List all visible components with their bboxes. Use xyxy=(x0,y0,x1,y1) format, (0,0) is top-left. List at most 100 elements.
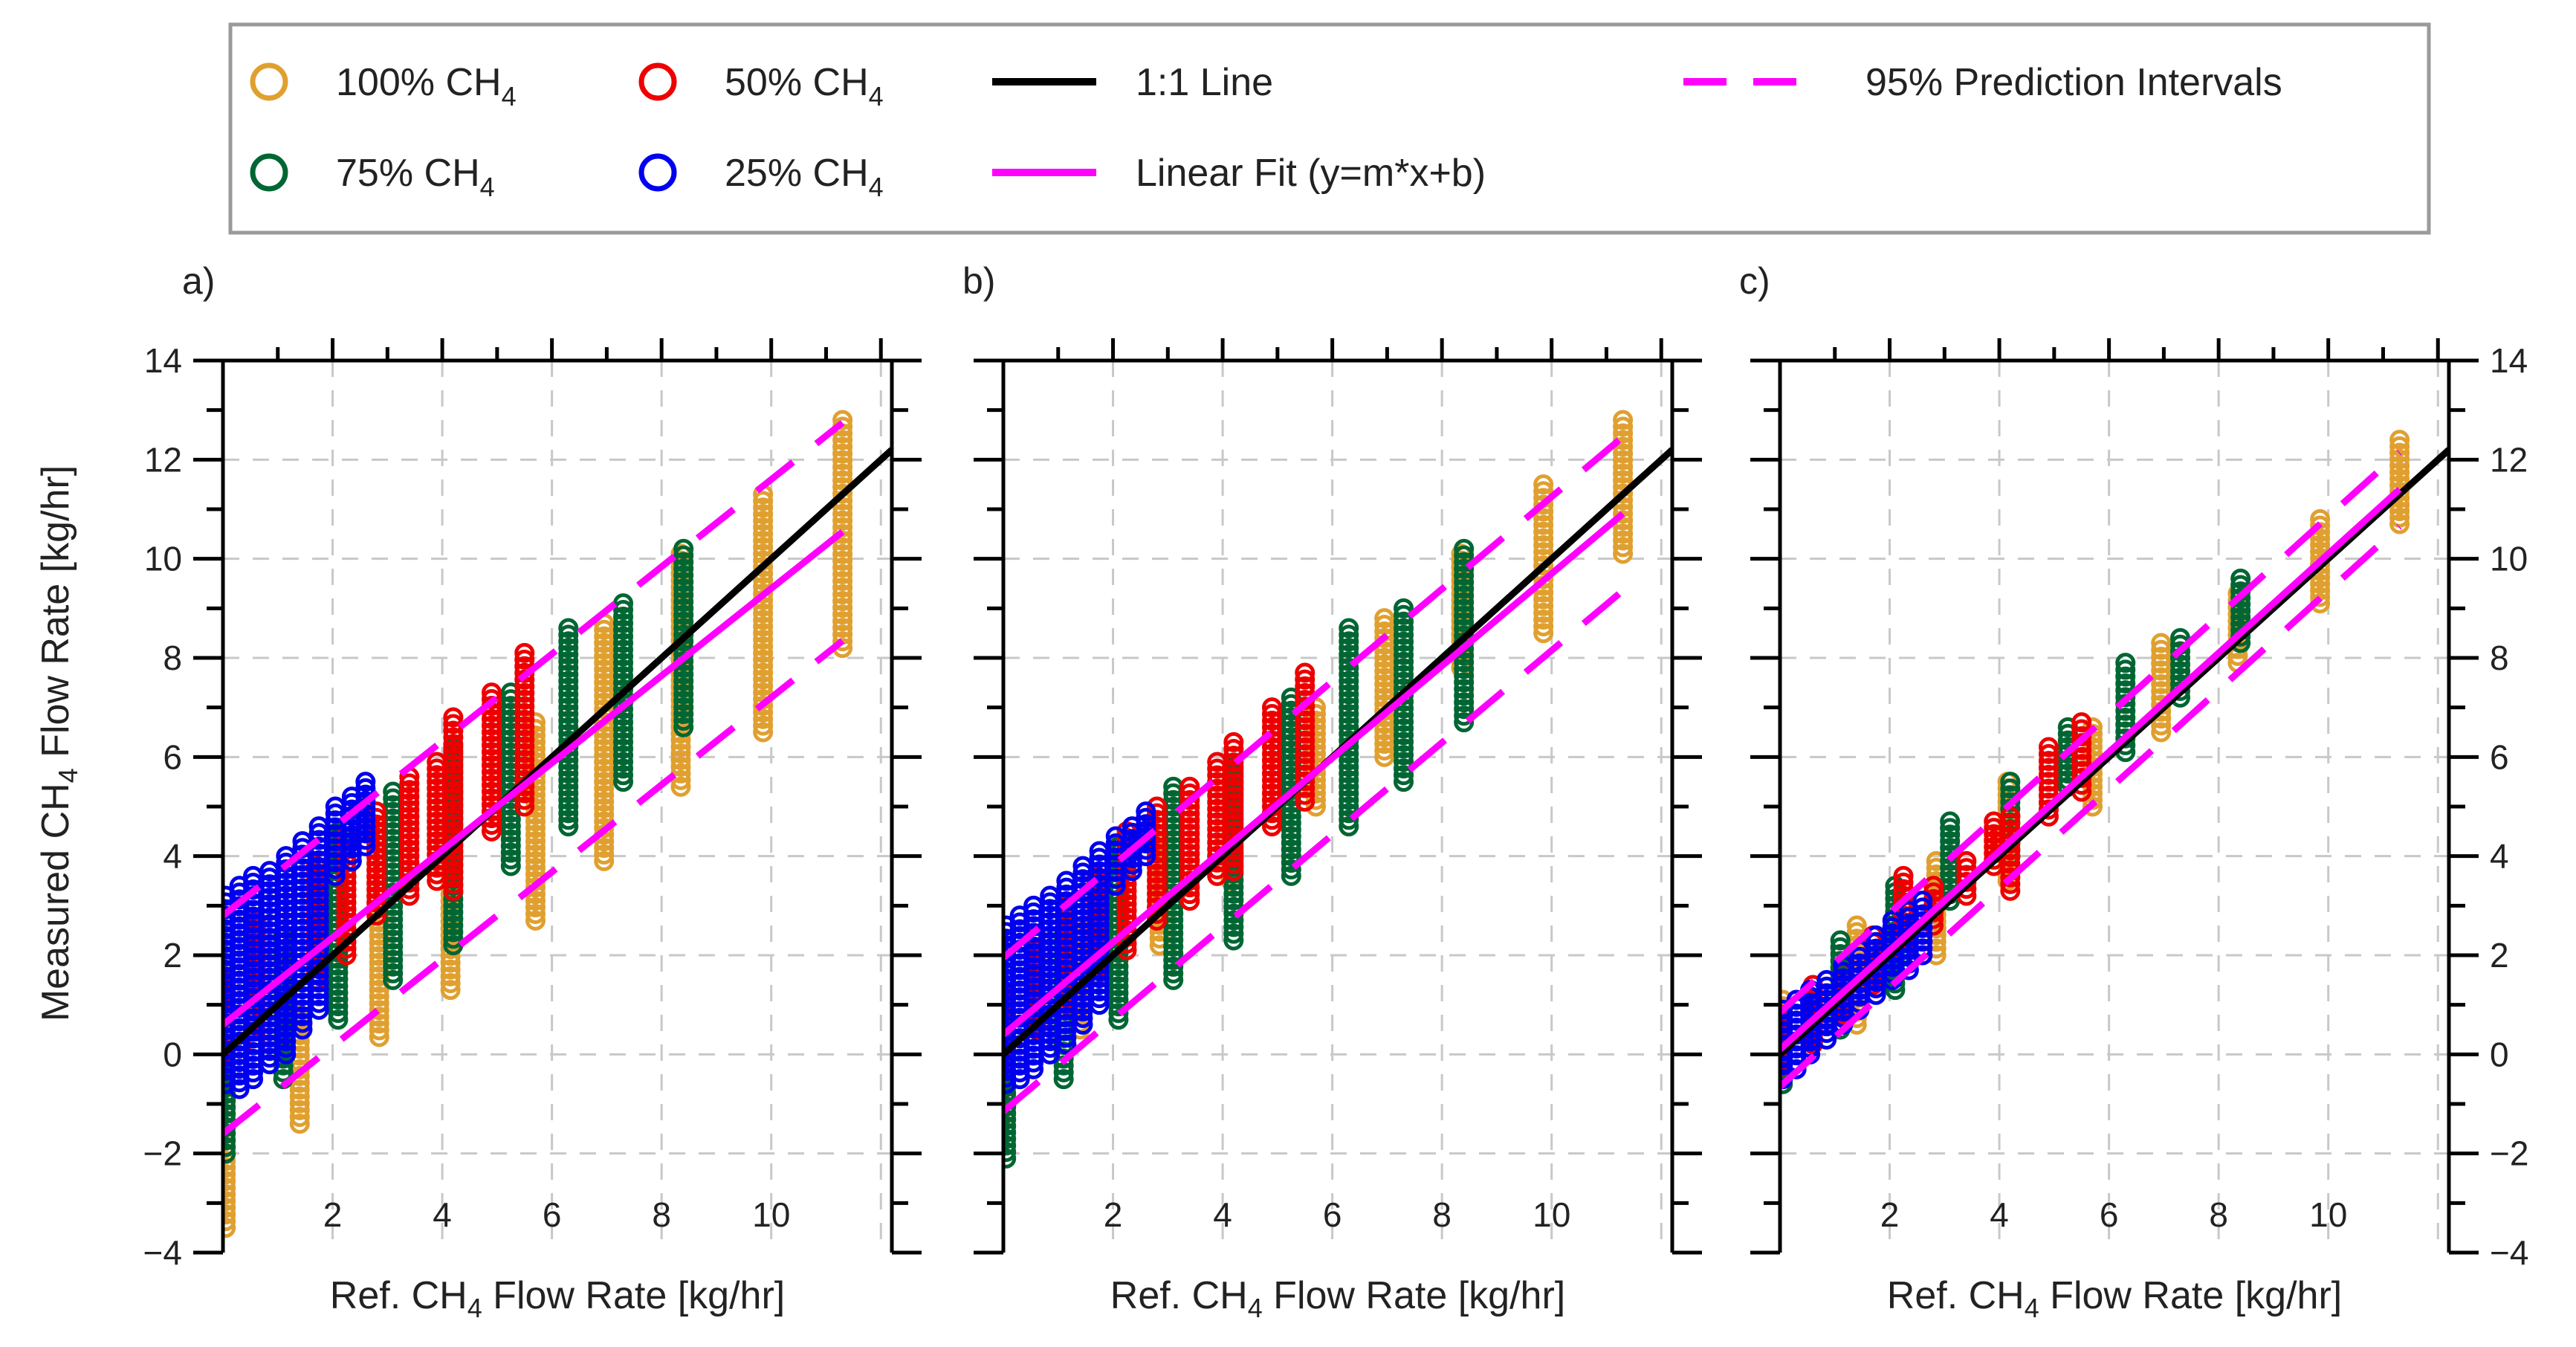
data-point xyxy=(525,910,546,931)
data-point xyxy=(1003,1142,1017,1163)
data-point xyxy=(2389,456,2410,477)
data-point xyxy=(514,723,535,743)
data-point xyxy=(443,880,464,901)
data-point xyxy=(1613,517,1634,537)
data-point xyxy=(2082,743,2103,764)
one-to-one-line xyxy=(1780,447,2449,1057)
data-point xyxy=(1613,483,1634,504)
data-point xyxy=(558,803,579,824)
data-point xyxy=(594,798,615,818)
data-point xyxy=(1613,523,1634,544)
data-point xyxy=(1339,697,1359,718)
data-point xyxy=(2115,659,2136,680)
data-point xyxy=(514,743,535,763)
data-point xyxy=(1261,710,1282,731)
data-point xyxy=(673,710,694,731)
data-point xyxy=(594,738,615,759)
data-point xyxy=(613,613,634,633)
data-point xyxy=(1394,705,1414,726)
data-point xyxy=(832,503,853,524)
data-point xyxy=(308,992,329,1013)
data-point xyxy=(525,838,546,859)
data-point xyxy=(1533,616,1554,637)
data-point xyxy=(399,813,420,833)
data-point xyxy=(594,772,615,792)
data-point xyxy=(341,844,362,865)
linear-fit-line xyxy=(1780,486,2402,1053)
data-point xyxy=(500,815,521,836)
data-point xyxy=(1454,612,1475,633)
data-point xyxy=(399,833,420,853)
data-point xyxy=(1454,659,1475,679)
data-point xyxy=(289,1079,310,1100)
data-point xyxy=(1223,786,1244,807)
data-point xyxy=(1374,654,1395,675)
data-point xyxy=(1179,776,1200,797)
data-point xyxy=(525,818,546,839)
data-point xyxy=(1374,727,1395,748)
data-point xyxy=(366,847,387,868)
panel-2: b) 2 4 6 8 10 Ref. CH4 Flow Rate [kg/hr] xyxy=(962,260,1702,1323)
y-tick-label: 2 xyxy=(2490,936,2509,975)
data-point xyxy=(594,731,615,752)
data-point xyxy=(1454,538,1475,559)
data-point xyxy=(1339,684,1359,705)
legend-label-100: 100% CH4 xyxy=(336,61,517,112)
data-point xyxy=(1454,699,1475,720)
legend-label-50: 50% CH4 xyxy=(725,61,884,112)
data-point xyxy=(1898,960,1919,981)
data-point xyxy=(1089,908,1110,928)
y-tick-label: 10 xyxy=(2490,540,2528,578)
x-axis-title: Ref. CH4 Flow Rate [kg/hr] xyxy=(330,1274,785,1323)
data-point xyxy=(383,923,404,943)
panel-letter: a) xyxy=(182,260,215,302)
data-point xyxy=(832,456,853,477)
data-point xyxy=(1374,720,1395,741)
data-point xyxy=(1394,711,1414,732)
data-point xyxy=(613,600,634,621)
legend-marker-75 xyxy=(250,153,288,192)
data-point xyxy=(2170,641,2191,662)
data-point xyxy=(558,763,579,784)
data-point xyxy=(613,626,634,647)
data-point xyxy=(1261,697,1282,718)
x-axis-title: Ref. CH4 Flow Rate [kg/hr] xyxy=(1887,1274,2342,1323)
prediction-interval-lower xyxy=(1003,587,1625,1114)
data-point xyxy=(514,736,535,757)
data-point xyxy=(1179,789,1200,810)
data-point xyxy=(673,552,694,572)
data-point xyxy=(399,853,420,873)
data-point xyxy=(1339,657,1359,678)
data-point xyxy=(753,511,774,532)
data-point xyxy=(481,781,502,802)
data-point xyxy=(355,772,376,792)
data-point xyxy=(1533,528,1554,549)
data-point xyxy=(1533,494,1554,515)
data-point xyxy=(1816,1029,1837,1050)
data-point xyxy=(2038,758,2059,778)
data-point xyxy=(1394,738,1414,759)
data-point xyxy=(1830,930,1851,951)
data-point xyxy=(670,750,691,771)
data-point xyxy=(481,755,502,775)
data-point xyxy=(1613,456,1634,477)
data-point xyxy=(1454,592,1475,613)
legend-label-25: 25% CH4 xyxy=(725,152,884,202)
data-point xyxy=(1009,1069,1030,1090)
data-point xyxy=(481,821,502,842)
y-tick-label: 2 xyxy=(163,936,182,975)
data-point xyxy=(1223,890,1244,911)
data-point xyxy=(832,543,853,564)
data-point xyxy=(366,879,387,900)
legend-marker-50 xyxy=(638,62,677,101)
data-point xyxy=(1339,783,1359,804)
x-tick-label: 10 xyxy=(2309,1195,2347,1234)
data-point xyxy=(1454,578,1475,599)
y-tick-label: 10 xyxy=(144,540,182,578)
data-point xyxy=(289,1093,310,1114)
data-point xyxy=(1339,624,1359,645)
data-point xyxy=(1613,450,1634,471)
data-point xyxy=(355,791,376,812)
data-point xyxy=(1454,598,1475,619)
